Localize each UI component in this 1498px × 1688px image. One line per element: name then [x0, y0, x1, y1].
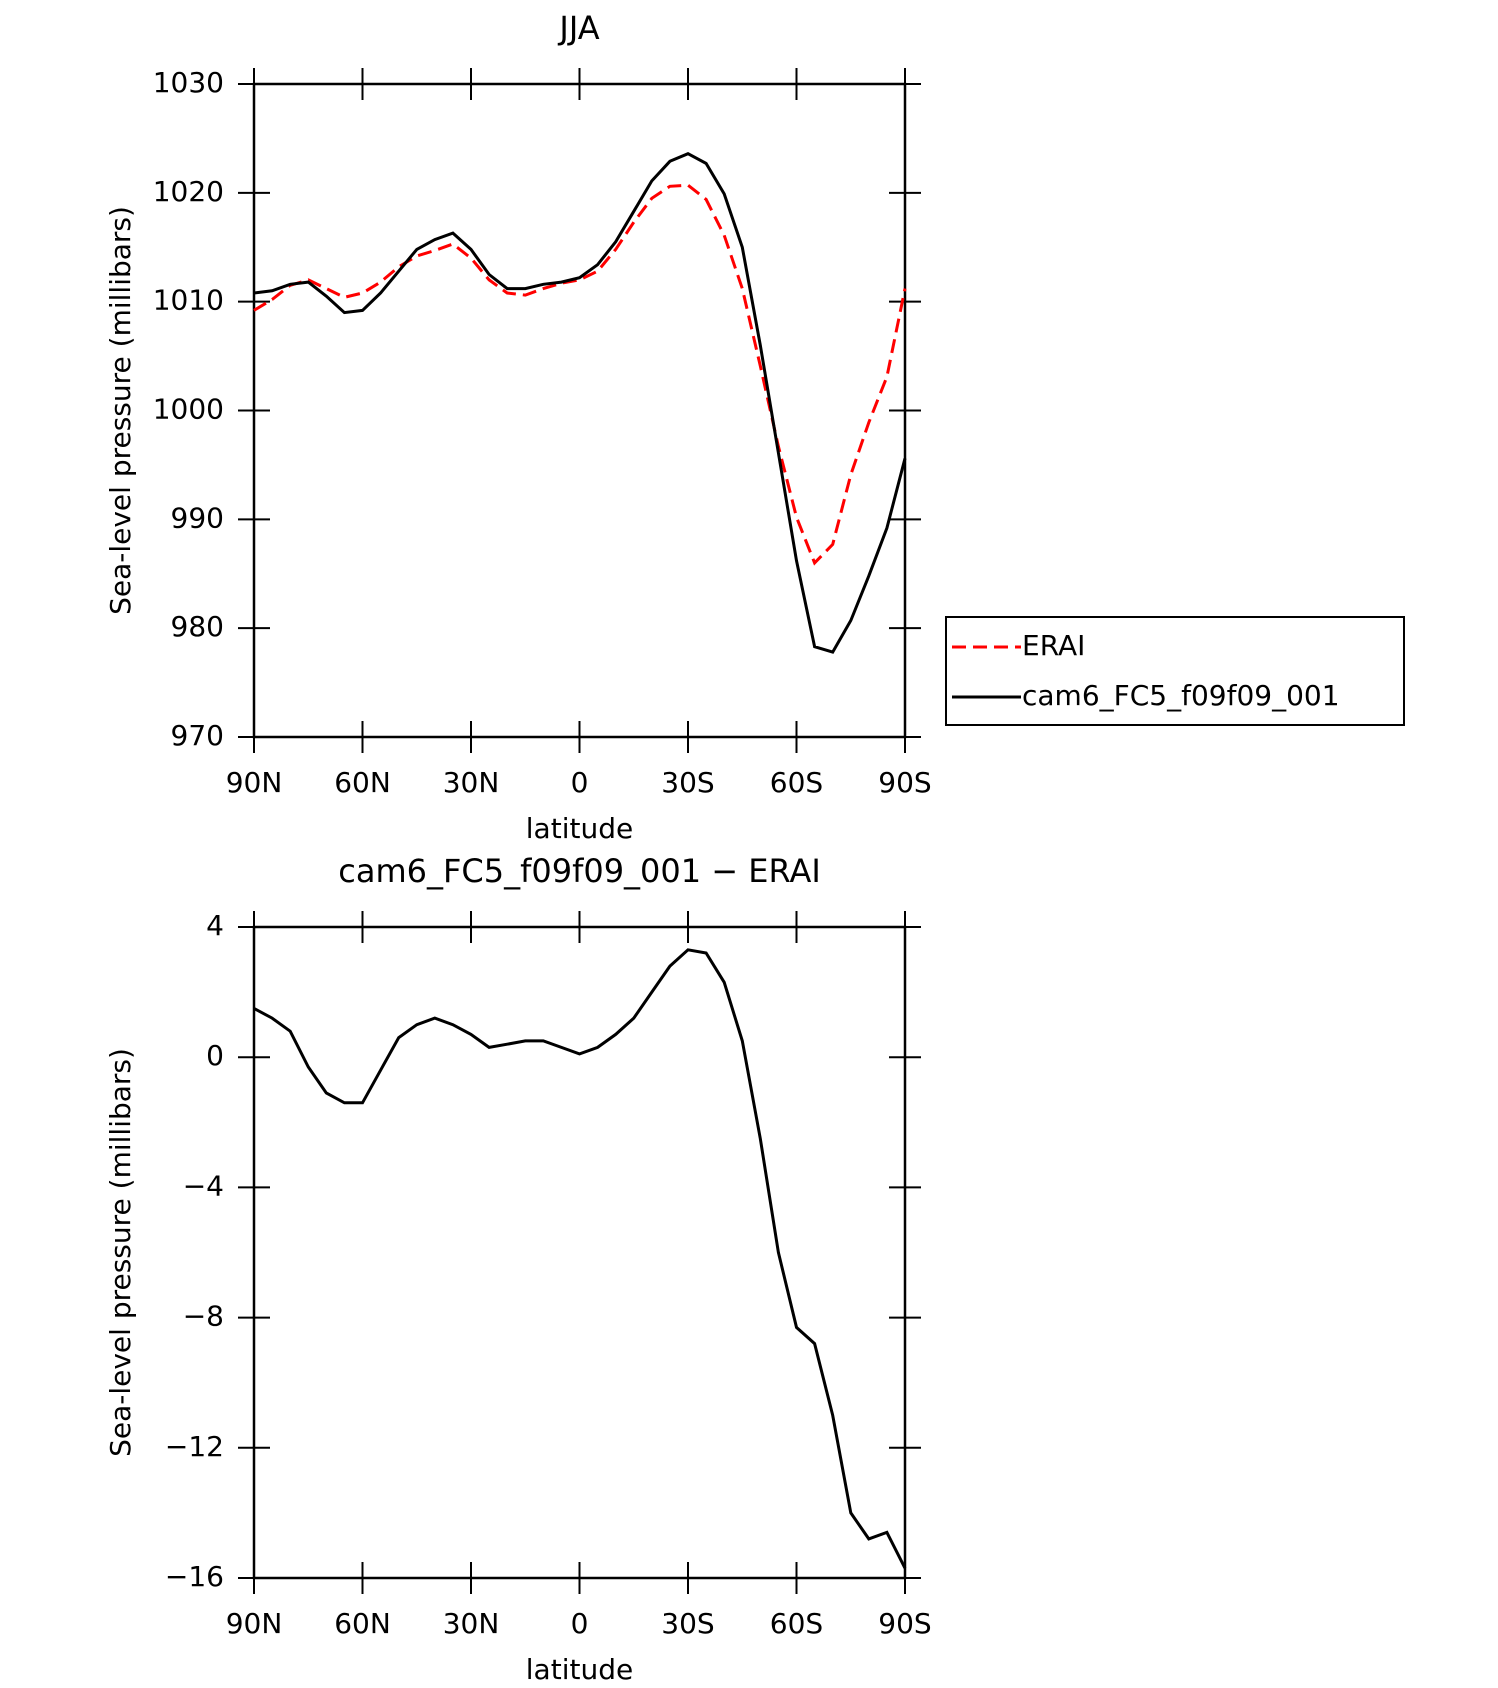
y-tick-label: 970 [171, 719, 224, 752]
legend-label: cam6_FC5_f09f09_001 [1022, 679, 1340, 712]
y-tick-label: 980 [171, 610, 224, 643]
y-tick-label: 1020 [153, 175, 224, 208]
legend-label: ERAI [1022, 629, 1085, 662]
data-line [253, 948, 907, 1569]
x-tick-label: 90N [226, 1607, 283, 1640]
y-tick-label: 0 [206, 1039, 224, 1072]
y-axis-label: Sea-level pressure (millibars) [104, 206, 137, 615]
x-tick-label: 90S [878, 1607, 931, 1640]
y-tick-label: 1030 [153, 66, 224, 99]
x-tick-label: 60N [334, 1607, 391, 1640]
y-axis-label: Sea-level pressure (millibars) [104, 1048, 137, 1457]
x-tick-label: 30S [661, 1607, 714, 1640]
y-tick-label: 1010 [153, 284, 224, 317]
y-tick-label: −16 [165, 1560, 224, 1593]
y-tick-label: 1000 [153, 393, 224, 426]
x-axis-label: latitude [526, 812, 633, 845]
x-tick-label: 90N [226, 766, 283, 799]
legend-box [945, 616, 1405, 726]
x-tick-label: 60S [770, 1607, 823, 1640]
data-line [253, 183, 907, 566]
plot-frame [252, 925, 907, 1580]
x-tick-label: 30N [443, 1607, 500, 1640]
y-tick-label: −12 [165, 1430, 224, 1463]
y-tick-label: 990 [171, 501, 224, 534]
x-tick-label: 0 [571, 1607, 589, 1640]
x-axis-label: latitude [526, 1653, 633, 1686]
y-tick-label: −4 [183, 1169, 224, 1202]
y-tick-label: 4 [206, 909, 224, 942]
x-tick-label: 90S [878, 766, 931, 799]
chart-title: cam6_FC5_f09f09_001 − ERAI [338, 852, 821, 890]
x-tick-label: 60N [334, 766, 391, 799]
x-tick-label: 0 [571, 766, 589, 799]
x-tick-label: 60S [770, 766, 823, 799]
chart-title: JJA [557, 9, 599, 47]
plot-frame [252, 82, 907, 739]
x-tick-label: 30S [661, 766, 714, 799]
data-line [253, 152, 907, 654]
x-tick-label: 30N [443, 766, 500, 799]
y-tick-label: −8 [183, 1300, 224, 1333]
